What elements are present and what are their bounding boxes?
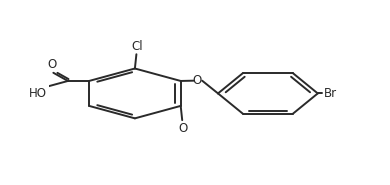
Text: Br: Br — [324, 87, 337, 100]
Text: O: O — [193, 74, 202, 87]
Text: O: O — [179, 122, 188, 135]
Text: Cl: Cl — [131, 40, 143, 53]
Text: HO: HO — [29, 88, 47, 100]
Text: O: O — [47, 58, 57, 71]
